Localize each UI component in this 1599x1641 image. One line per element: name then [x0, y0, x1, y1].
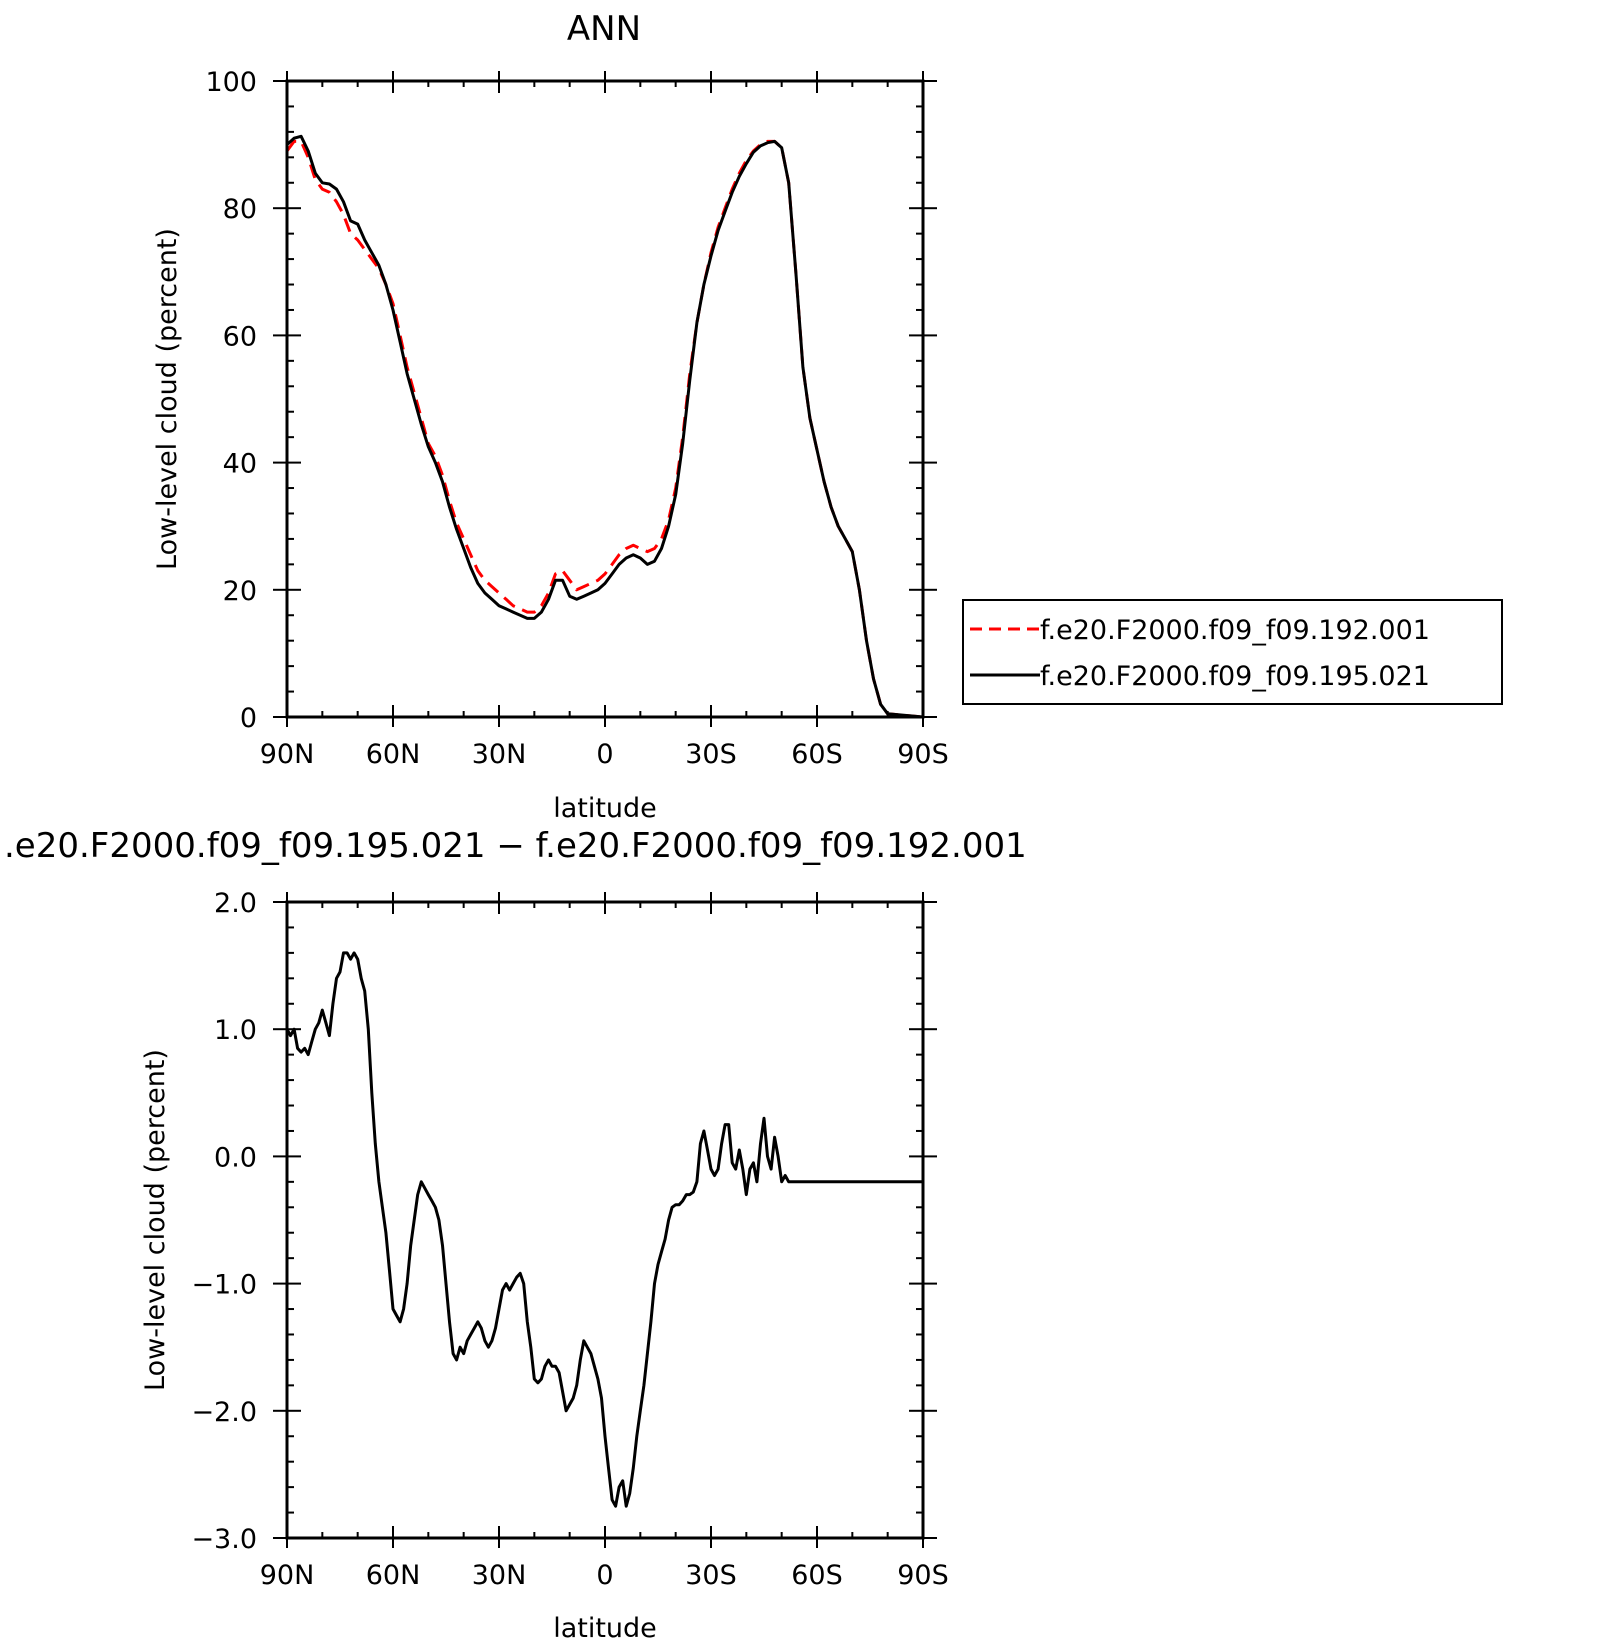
- top-x-tick-label: 90S: [897, 739, 949, 770]
- bottom-x-axis-label: latitude: [553, 1613, 657, 1641]
- legend-entry-195-021: f.e20.F2000.f09_f09.195.021: [1040, 661, 1430, 692]
- bottom-x-tick-label: 60S: [791, 1560, 843, 1591]
- top-y-tick-label: 0: [240, 703, 257, 734]
- top-x-tick-label: 0: [596, 739, 613, 770]
- top-series-line-0: [285, 139, 924, 719]
- top-chart-marks: [285, 134, 924, 719]
- bottom-y-tick-label: 1.0: [214, 1015, 257, 1046]
- bottom-chart-panel: .e20.F2000.f09_f09.195.021 − f.e20.F2000…: [4, 826, 1027, 1641]
- bottom-y-tick-label: 0.0: [214, 1142, 257, 1173]
- bottom-x-tick-label: 90S: [897, 1560, 949, 1591]
- bottom-series-line-0: [285, 951, 923, 1508]
- top-chart-panel: ANN 90N 60N 30N 0 30S 60S 90S 0 20 40 60 80 100 lati…: [152, 9, 1503, 824]
- legend-entry-192-001: f.e20.F2000.f09_f09.192.001: [1040, 615, 1430, 646]
- bottom-y-tick-label: 2.0: [214, 888, 257, 919]
- top-chart-ticks: 90N 60N 30N 0 30S 60S 90S 0 20 40 60 80 100: [205, 67, 948, 770]
- bottom-x-tick-label: 30N: [472, 1560, 527, 1591]
- legend-box: [962, 599, 1503, 705]
- top-x-tick-label: 30N: [472, 739, 527, 770]
- bottom-chart-marks: [285, 951, 923, 1508]
- top-y-tick-label: 20: [223, 576, 257, 607]
- top-y-tick-label: 40: [223, 449, 257, 480]
- bottom-x-tick-label: 60N: [366, 1560, 421, 1591]
- top-x-tick-label: 30S: [685, 739, 737, 770]
- bottom-chart-ticks: 90N 60N 30N 0 30S 60S 90S −3.0 −2.0 −1.0 0.0 1.0 2.0: [191, 888, 948, 1591]
- top-plot-frame: [285, 79, 925, 719]
- top-x-axis-label: latitude: [553, 793, 657, 824]
- top-chart-title: ANN: [567, 9, 641, 49]
- top-y-tick-label: 80: [223, 194, 257, 225]
- bottom-y-tick-label: −3.0: [191, 1524, 257, 1555]
- top-x-tick-label: 90N: [260, 739, 315, 770]
- bottom-x-tick-label: 30S: [685, 1560, 737, 1591]
- top-x-tick-label: 60N: [366, 739, 421, 770]
- legend: f.e20.F2000.f09_f09.192.001 f.e20.F2000.…: [962, 599, 1503, 705]
- bottom-chart-title: .e20.F2000.f09_f09.195.021 − f.e20.F2000…: [4, 826, 1027, 866]
- bottom-y-tick-label: −2.0: [191, 1397, 257, 1428]
- top-y-axis-label: Low-level cloud (percent): [152, 228, 183, 570]
- bottom-x-tick-label: 90N: [260, 1560, 315, 1591]
- top-y-tick-label: 100: [205, 67, 257, 98]
- bottom-y-tick-label: −1.0: [191, 1270, 257, 1301]
- bottom-y-axis-label: Low-level cloud (percent): [140, 1049, 171, 1391]
- top-x-tick-label: 60S: [791, 739, 843, 770]
- top-series-line-1: [285, 134, 924, 719]
- top-y-tick-label: 60: [223, 321, 257, 352]
- bottom-x-tick-label: 0: [596, 1560, 613, 1591]
